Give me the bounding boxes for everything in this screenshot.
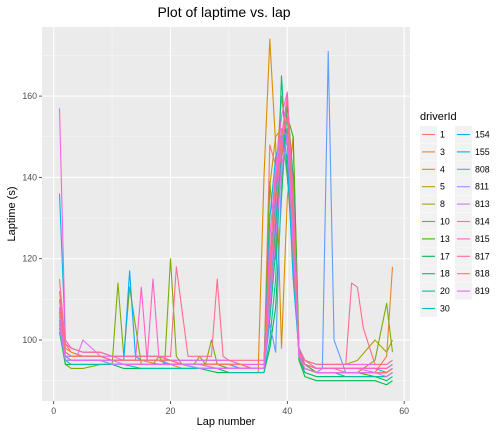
legend-label-814: 814 (475, 217, 490, 227)
legend-label-30: 30 (440, 304, 450, 314)
legend-label-154: 154 (475, 130, 490, 140)
y-tick-label: 120 (22, 254, 37, 264)
x-tick-label: 40 (282, 406, 292, 416)
legend-label-808: 808 (475, 164, 490, 174)
legend-label-3: 3 (440, 147, 445, 157)
series-layer (58, 38, 394, 386)
legend-label-17: 17 (440, 251, 450, 261)
legend-label-20: 20 (440, 286, 450, 296)
legend-label-18: 18 (440, 269, 450, 279)
legend-label-155: 155 (475, 147, 490, 157)
chart-title: Plot of laptime vs. lap (157, 4, 290, 20)
grid-major (42, 27, 410, 401)
legend-label-5: 5 (440, 182, 445, 192)
grid-minor (42, 27, 410, 401)
legend-label-817: 817 (475, 251, 490, 261)
series-line-817 (58, 95, 393, 365)
legend-label-10: 10 (440, 217, 450, 227)
legend-label-819: 819 (475, 286, 490, 296)
legend-title: driverId (420, 111, 457, 123)
plot-panel (42, 27, 410, 401)
legend-label-4: 4 (440, 164, 445, 174)
axes: 0 20 40 60 100 120 140 160 (22, 91, 409, 416)
x-axis-label: Lap number (197, 416, 256, 428)
x-tick-label: 60 (399, 406, 409, 416)
legend-label-818: 818 (475, 269, 490, 279)
legend-label-13: 13 (440, 234, 450, 244)
x-tick-label: 0 (51, 406, 56, 416)
legend-label-1: 1 (440, 130, 445, 140)
x-tick-label: 20 (166, 406, 176, 416)
legend: driverId 1345810131718203015415580881181… (420, 111, 490, 317)
legend-label-811: 811 (475, 182, 489, 192)
legend-label-813: 813 (475, 199, 490, 209)
y-axis-label: Laptime (s) (6, 186, 18, 241)
legend-label-8: 8 (440, 199, 445, 209)
y-tick-label: 100 (22, 335, 37, 345)
series-line-819 (58, 136, 393, 378)
y-tick-label: 160 (22, 91, 37, 101)
y-tick-label: 140 (22, 172, 37, 182)
legend-label-815: 815 (475, 234, 490, 244)
